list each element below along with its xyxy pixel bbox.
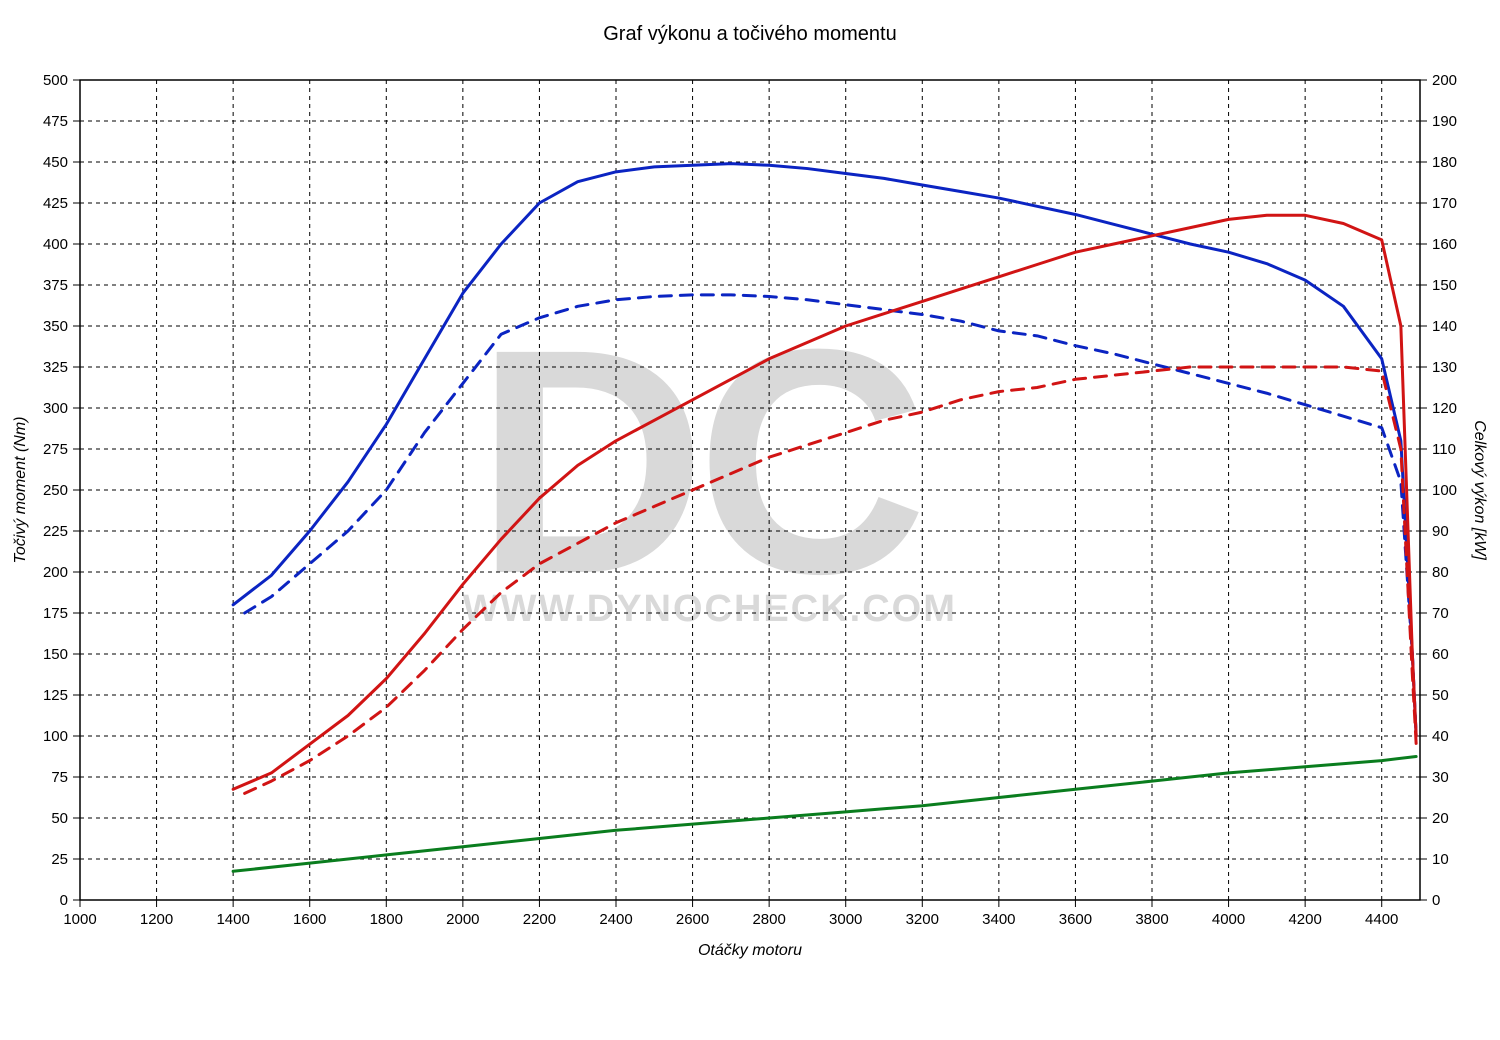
y-right-axis-label: Celkový výkon [kW] <box>1471 420 1488 560</box>
x-axis-label: Otáčky motoru <box>698 942 802 959</box>
watermark-big: DC <box>475 282 921 640</box>
y-right-tick-label: 130 <box>1432 359 1457 376</box>
x-tick-label: 2000 <box>446 911 479 928</box>
y-left-tick-label: 475 <box>43 113 68 130</box>
y-right-tick-label: 170 <box>1432 195 1457 212</box>
y-right-tick-label: 80 <box>1432 564 1449 581</box>
x-tick-label: 1400 <box>216 911 249 928</box>
y-right-tick-label: 10 <box>1432 851 1449 868</box>
y-left-tick-label: 375 <box>43 277 68 294</box>
y-left-tick-label: 425 <box>43 195 68 212</box>
x-tick-label: 2200 <box>523 911 556 928</box>
y-right-tick-label: 120 <box>1432 400 1457 417</box>
y-right-tick-label: 160 <box>1432 236 1457 253</box>
y-left-tick-label: 350 <box>43 318 68 335</box>
y-right-tick-label: 100 <box>1432 482 1457 499</box>
x-tick-label: 1200 <box>140 911 173 928</box>
x-tick-label: 3200 <box>906 911 939 928</box>
y-left-tick-label: 150 <box>43 646 68 663</box>
y-left-tick-label: 0 <box>60 892 68 909</box>
y-right-tick-label: 200 <box>1432 72 1457 89</box>
y-right-tick-label: 20 <box>1432 810 1449 827</box>
y-right-tick-label: 60 <box>1432 646 1449 663</box>
chart-svg: DCWWW.DYNOCHECK.COM100012001400160018002… <box>0 0 1500 1040</box>
y-left-tick-label: 100 <box>43 728 68 745</box>
dyno-chart: DCWWW.DYNOCHECK.COM100012001400160018002… <box>0 0 1500 1040</box>
x-tick-label: 3600 <box>1059 911 1092 928</box>
x-tick-label: 4200 <box>1288 911 1321 928</box>
x-tick-label: 4000 <box>1212 911 1245 928</box>
y-left-tick-label: 325 <box>43 359 68 376</box>
y-right-tick-label: 180 <box>1432 154 1457 171</box>
y-left-tick-label: 450 <box>43 154 68 171</box>
x-tick-label: 2600 <box>676 911 709 928</box>
y-right-tick-label: 50 <box>1432 687 1449 704</box>
y-left-tick-label: 300 <box>43 400 68 417</box>
x-tick-label: 1800 <box>370 911 403 928</box>
watermark-url: WWW.DYNOCHECK.COM <box>463 588 957 630</box>
y-right-tick-label: 150 <box>1432 277 1457 294</box>
x-tick-label: 4400 <box>1365 911 1398 928</box>
chart-title: Graf výkonu a točivého momentu <box>603 23 896 45</box>
y-right-tick-label: 0 <box>1432 892 1440 909</box>
y-left-tick-label: 50 <box>51 810 68 827</box>
y-right-tick-label: 190 <box>1432 113 1457 130</box>
y-left-tick-label: 225 <box>43 523 68 540</box>
x-tick-label: 1600 <box>293 911 326 928</box>
x-tick-label: 3000 <box>829 911 862 928</box>
y-right-tick-label: 110 <box>1432 441 1456 458</box>
x-tick-label: 2800 <box>752 911 785 928</box>
y-right-tick-label: 140 <box>1432 318 1457 335</box>
y-left-tick-label: 400 <box>43 236 68 253</box>
y-left-tick-label: 200 <box>43 564 68 581</box>
x-tick-label: 2400 <box>599 911 632 928</box>
y-right-tick-label: 90 <box>1432 523 1449 540</box>
y-left-tick-label: 125 <box>43 687 68 704</box>
x-tick-label: 3800 <box>1135 911 1168 928</box>
y-left-tick-label: 75 <box>51 769 68 786</box>
y-left-axis-label: Točivý moment (Nm) <box>12 417 29 564</box>
x-tick-label: 1000 <box>63 911 96 928</box>
y-right-tick-label: 30 <box>1432 769 1449 786</box>
watermark: DCWWW.DYNOCHECK.COM <box>463 282 957 640</box>
y-left-tick-label: 250 <box>43 482 68 499</box>
y-right-tick-label: 70 <box>1432 605 1449 622</box>
y-left-tick-label: 500 <box>43 72 68 89</box>
y-left-tick-label: 25 <box>51 851 68 868</box>
y-left-tick-label: 275 <box>43 441 68 458</box>
x-tick-label: 3400 <box>982 911 1015 928</box>
y-right-tick-label: 40 <box>1432 728 1449 745</box>
y-left-tick-label: 175 <box>43 605 68 622</box>
